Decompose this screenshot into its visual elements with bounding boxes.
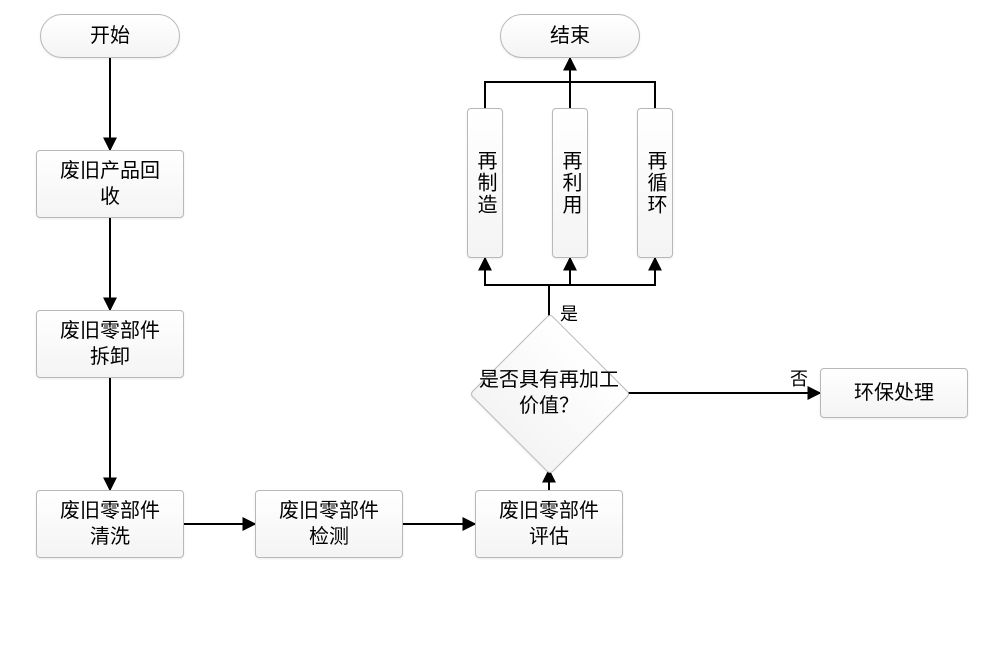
node-label: 废旧零部件清洗	[60, 498, 160, 550]
node-label: 结束	[550, 23, 590, 49]
node-label: 开始	[90, 23, 130, 49]
node-recycle2: 再循环	[637, 108, 673, 258]
node-dismantle: 废旧零部件拆卸	[36, 310, 184, 378]
node-label: 再利用	[557, 150, 583, 216]
node-dispose: 环保处理	[820, 368, 968, 418]
node-label: 再制造	[472, 150, 498, 216]
node-label: 废旧零部件拆卸	[60, 318, 160, 370]
node-label: 废旧产品回收	[60, 158, 160, 210]
node-decision: 是否具有再加工价值？	[493, 337, 605, 449]
node-remake: 再制造	[467, 108, 503, 258]
edge-label-no: 否	[790, 365, 808, 391]
flowchart-canvas: 开始 结束 废旧产品回收 废旧零部件拆卸 废旧零部件清洗 废旧零部件检测 废旧零…	[0, 0, 1000, 672]
node-detect: 废旧零部件检测	[255, 490, 403, 558]
node-label: 废旧零部件检测	[279, 498, 379, 550]
node-recycle: 废旧产品回收	[36, 150, 184, 218]
node-reuse: 再利用	[552, 108, 588, 258]
node-label: 环保处理	[854, 380, 934, 406]
node-clean: 废旧零部件清洗	[36, 490, 184, 558]
node-evaluate: 废旧零部件评估	[475, 490, 623, 558]
node-label: 再循环	[642, 150, 668, 216]
node-start: 开始	[40, 14, 180, 58]
node-end: 结束	[500, 14, 640, 58]
node-label: 废旧零部件评估	[499, 498, 599, 550]
node-label: 是否具有再加工价值？	[479, 367, 619, 419]
edge-label-yes: 是	[560, 300, 578, 326]
